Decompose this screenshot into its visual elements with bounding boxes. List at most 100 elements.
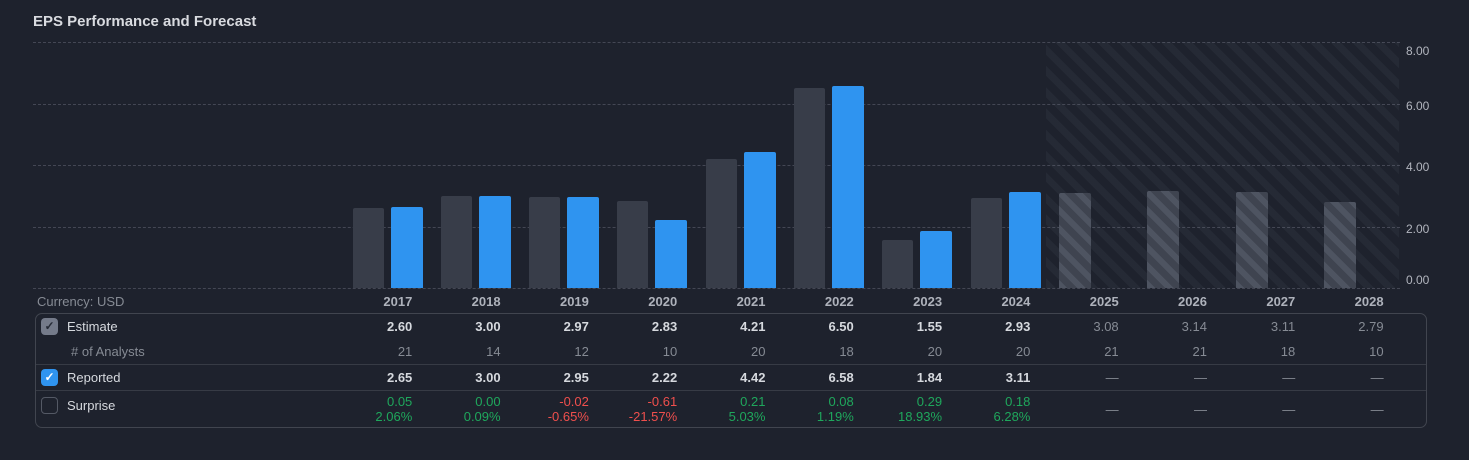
cell-analysts-2023: 20 bbox=[927, 344, 943, 359]
cell-estimate-2027: 3.11 bbox=[1270, 319, 1296, 334]
cell-reported-2026: — bbox=[1193, 370, 1207, 385]
eps-chart: 8.00 6.00 4.00 2.00 0.00 bbox=[0, 40, 1469, 289]
y-axis-label: 4.00 bbox=[1406, 160, 1430, 174]
reported-bar-2019[interactable] bbox=[567, 197, 600, 288]
reported-bar-2021[interactable] bbox=[743, 152, 776, 288]
row-label-estimate: Estimate bbox=[67, 319, 118, 334]
cell-analysts-2022: 18 bbox=[839, 344, 854, 359]
cell-surprise-2026: — bbox=[1193, 402, 1207, 417]
estimate-bar-2024[interactable] bbox=[970, 197, 1002, 288]
cell-estimate-2020: 2.83 bbox=[651, 319, 678, 334]
year-label-2026: 2026 bbox=[1178, 294, 1207, 309]
estimate-bar-2019[interactable] bbox=[529, 196, 561, 288]
row-label-analysts: # of Analysts bbox=[71, 344, 145, 359]
reported-bar-2023[interactable] bbox=[920, 231, 953, 288]
cell-analysts-2026: 21 bbox=[1192, 344, 1207, 359]
cell-estimate-2019: 2.97 bbox=[563, 319, 589, 334]
cell-estimate-2025: 3.08 bbox=[1093, 319, 1119, 334]
widget-title: EPS Performance and Forecast bbox=[33, 13, 257, 30]
estimate-bar-2017[interactable] bbox=[352, 208, 384, 288]
cell-estimate-2023: 1.55 bbox=[916, 319, 943, 334]
cell-reported-2018: 3.00 bbox=[475, 370, 501, 385]
year-label-2022: 2022 bbox=[824, 294, 854, 309]
cell-surprise-2022: 0.08 1.19% bbox=[816, 394, 854, 424]
row-label-reported: Reported bbox=[67, 370, 121, 385]
y-axis-label: 0.00 bbox=[1406, 273, 1430, 287]
gridline bbox=[33, 103, 1400, 105]
cell-surprise-2025: — bbox=[1105, 402, 1119, 417]
year-label-2020: 2020 bbox=[648, 294, 678, 309]
cell-estimate-2024: 2.93 bbox=[1005, 319, 1031, 334]
year-label-2021: 2021 bbox=[736, 294, 766, 309]
estimate-bar-2022[interactable] bbox=[794, 88, 825, 288]
y-axis-label: 8.00 bbox=[1406, 44, 1430, 58]
cell-reported-2020: 2.22 bbox=[651, 370, 678, 385]
surprise-checkbox[interactable] bbox=[41, 397, 58, 414]
cell-surprise-2024: 0.18 6.28% bbox=[993, 394, 1031, 424]
year-label-2017: 2017 bbox=[383, 294, 413, 309]
reported-bar-2017[interactable] bbox=[390, 206, 423, 288]
cell-analysts-2017: 21 bbox=[397, 344, 413, 359]
reported-bar-2022[interactable] bbox=[832, 85, 864, 288]
gridline bbox=[33, 42, 1400, 43]
row-label-cell-surprise: Surprise bbox=[36, 393, 324, 418]
year-label-2018: 2018 bbox=[471, 294, 501, 309]
reported-bar-2020[interactable] bbox=[655, 219, 688, 288]
row-label-cell-reported: ✓ Reported bbox=[36, 365, 324, 390]
table-row-surprise: Surprise 0.05 2.06% 0.00 0.09% -0.02 -0.65% -0.… bbox=[36, 390, 1426, 427]
cell-analysts-2018: 14 bbox=[486, 344, 501, 359]
cell-estimate-2028: 2.79 bbox=[1358, 319, 1384, 334]
cell-reported-2019: 2.95 bbox=[563, 370, 589, 385]
forecast-bar-2027[interactable] bbox=[1235, 192, 1268, 288]
cell-reported-2025: — bbox=[1105, 370, 1119, 385]
cell-reported-2024: 3.11 bbox=[1005, 370, 1031, 385]
cell-analysts-2028: 10 bbox=[1369, 344, 1384, 359]
cell-surprise-2020: -0.61 -21.57% bbox=[628, 394, 678, 424]
forecast-bar-2028[interactable] bbox=[1323, 202, 1356, 288]
eps-table: ✓ Estimate 2.60 3.00 2.97 2.83 4.21 6.50 1.55 2.9… bbox=[35, 313, 1427, 428]
estimate-bar-2020[interactable] bbox=[617, 200, 649, 288]
cell-estimate-2021: 4.21 bbox=[740, 319, 766, 334]
cell-estimate-2026: 3.14 bbox=[1181, 319, 1207, 334]
reported-bar-2024[interactable] bbox=[1008, 192, 1041, 288]
cell-surprise-2023: 0.29 18.93% bbox=[897, 394, 943, 424]
table-row-analysts: # of Analysts 21 14 12 10 20 18 20 20 21 21 18 10 bbox=[36, 339, 1426, 364]
cell-estimate-2022: 6.50 bbox=[828, 319, 854, 334]
estimate-checkbox[interactable]: ✓ bbox=[41, 318, 58, 335]
reported-checkbox[interactable]: ✓ bbox=[41, 369, 58, 386]
year-label-2019: 2019 bbox=[559, 294, 589, 309]
cell-analysts-2024: 20 bbox=[1015, 344, 1031, 359]
cell-surprise-2028: — bbox=[1370, 402, 1384, 417]
cell-reported-2023: 1.84 bbox=[916, 370, 943, 385]
cell-analysts-2027: 18 bbox=[1280, 344, 1296, 359]
year-label-2023: 2023 bbox=[913, 294, 943, 309]
row-label-cell-estimate: ✓ Estimate bbox=[36, 314, 324, 339]
cell-reported-2028: — bbox=[1370, 370, 1384, 385]
cell-analysts-2019: 12 bbox=[574, 344, 589, 359]
year-label-2027: 2027 bbox=[1266, 294, 1296, 309]
cell-reported-2027: — bbox=[1282, 370, 1296, 385]
cell-reported-2017: 2.65 bbox=[386, 370, 413, 385]
cell-analysts-2025: 21 bbox=[1104, 344, 1119, 359]
currency-label: Currency: USD bbox=[37, 294, 125, 309]
cell-reported-2022: 6.58 bbox=[828, 370, 854, 385]
cell-surprise-2027: — bbox=[1282, 402, 1296, 417]
estimate-bar-2018[interactable] bbox=[440, 195, 472, 288]
forecast-bar-2025[interactable] bbox=[1058, 193, 1091, 288]
year-label-2025: 2025 bbox=[1089, 294, 1119, 309]
y-axis-label: 2.00 bbox=[1406, 221, 1430, 236]
cell-surprise-2021: 0.21 5.03% bbox=[728, 394, 766, 424]
table-row-estimate: ✓ Estimate 2.60 3.00 2.97 2.83 4.21 6.50 1.55 2.9… bbox=[36, 314, 1426, 339]
cell-analysts-2020: 10 bbox=[662, 344, 678, 359]
reported-bar-2018[interactable] bbox=[478, 195, 511, 288]
cell-estimate-2018: 3.00 bbox=[475, 319, 501, 334]
year-label-2028: 2028 bbox=[1354, 294, 1384, 309]
estimate-bar-2023[interactable] bbox=[882, 240, 914, 288]
estimate-bar-2021[interactable] bbox=[705, 158, 737, 288]
gridline bbox=[33, 288, 1400, 289]
y-axis-label: 6.00 bbox=[1406, 98, 1430, 113]
cell-surprise-2018: 0.00 0.09% bbox=[463, 394, 501, 424]
forecast-bar-2026[interactable] bbox=[1147, 191, 1180, 288]
cell-surprise-2019: -0.02 -0.65% bbox=[547, 394, 589, 424]
